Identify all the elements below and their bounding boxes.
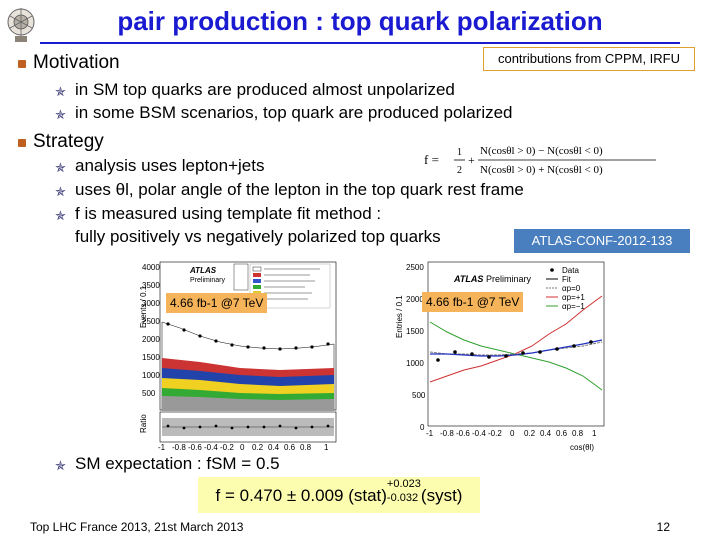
svg-text:-0.4: -0.4 bbox=[472, 429, 486, 438]
svg-text:αp=−1: αp=−1 bbox=[562, 302, 585, 311]
svg-text:0.4: 0.4 bbox=[268, 443, 280, 452]
left-preliminary-label: Preliminary bbox=[190, 277, 226, 284]
svg-text:-0.6: -0.6 bbox=[456, 429, 470, 438]
ytick: 4000 bbox=[142, 263, 160, 272]
ytick: 3000 bbox=[142, 299, 160, 308]
ytick: 1500 bbox=[142, 353, 160, 362]
slide-title: pair production : top quark polarization bbox=[117, 6, 603, 36]
right-yticks: 2500 2000 1500 1000 500 0 bbox=[406, 263, 426, 432]
left-atlas-label: ATLAS bbox=[189, 266, 217, 275]
svg-text:-1: -1 bbox=[426, 429, 434, 438]
right-data-points bbox=[436, 340, 593, 362]
motivation-bullet bbox=[18, 60, 26, 68]
strategy-item: fully positively vs negatively polarized… bbox=[75, 227, 441, 246]
result-sup: +0.023 bbox=[386, 478, 421, 490]
formula-plus: + bbox=[468, 153, 475, 167]
right-atlas-label: ATLAS bbox=[453, 274, 483, 284]
svg-text:500: 500 bbox=[412, 391, 426, 400]
right-legend: Data Fit αp=0 αp=+1 αp=−1 bbox=[546, 266, 585, 311]
formula-denominator: N(cosθl > 0) + N(cosθl < 0) bbox=[480, 164, 603, 176]
svg-text:2500: 2500 bbox=[406, 263, 424, 272]
right-alpha-zero-curve bbox=[429, 341, 603, 356]
left-plot-ylabel: Events / 0.1 bbox=[140, 285, 148, 328]
conf-note-badge: ATLAS-CONF-2012-133 bbox=[514, 229, 690, 253]
svg-text:0.8: 0.8 bbox=[300, 443, 312, 452]
svg-text:-0.2: -0.2 bbox=[488, 429, 502, 438]
svg-text:Fit: Fit bbox=[562, 275, 572, 284]
svg-text:αp=+1: αp=+1 bbox=[562, 293, 585, 302]
right-fit-curve bbox=[430, 339, 603, 357]
left-ratio-label: Ratio bbox=[140, 414, 148, 433]
strategy-heading: Strategy bbox=[33, 131, 104, 152]
ytick: 2000 bbox=[142, 335, 160, 344]
ytick: 1000 bbox=[142, 371, 160, 380]
left-xticks: -1 -0.8 -0.6 -0.4 -0.2 0 0.2 0.4 0.6 0.8… bbox=[158, 443, 329, 452]
left-ratio-points bbox=[166, 424, 330, 430]
svg-text:αp=0: αp=0 bbox=[562, 284, 581, 293]
svg-text:1: 1 bbox=[592, 429, 597, 438]
result-tail: (syst) bbox=[420, 486, 463, 505]
svg-text:1500: 1500 bbox=[406, 327, 424, 336]
right-plot-ylabel: Entries / 0.1 bbox=[395, 295, 404, 338]
star-bullet-icon: ✯ bbox=[55, 208, 66, 223]
svg-text:0.4: 0.4 bbox=[540, 429, 552, 438]
ytick: 500 bbox=[142, 389, 156, 398]
result-box: f = 0.470 ± 0.009 (stat) +0.023 -0.032 (sys… bbox=[198, 477, 480, 513]
svg-text:-0.8: -0.8 bbox=[172, 443, 186, 452]
right-xticks: -1 -0.8 -0.6 -0.4 -0.2 0 0.2 0.4 0.6 0.8… bbox=[426, 429, 597, 438]
title-underline bbox=[40, 42, 680, 44]
motivation-item: in SM top quarks are produced almost unp… bbox=[75, 80, 455, 99]
right-preliminary-label: Preliminary bbox=[486, 274, 532, 284]
result-sub: -0.032 bbox=[386, 492, 419, 504]
svg-text:-0.8: -0.8 bbox=[440, 429, 454, 438]
star-bullet-icon: ✯ bbox=[55, 107, 66, 122]
polarization-formula: f = 1 2 + N(cosθl > 0) − N(cosθl < 0) N(… bbox=[424, 145, 656, 176]
left-plot: Events / 0.1 4000 3500 3000 2500 2000 15… bbox=[140, 261, 337, 452]
left-lumi-badge: 4.66 fb-1 @7 TeV bbox=[166, 293, 268, 313]
svg-text:0.2: 0.2 bbox=[524, 429, 536, 438]
motivation-heading: Motivation bbox=[33, 52, 120, 73]
formula-numerator: N(cosθl > 0) − N(cosθl < 0) bbox=[480, 145, 603, 157]
contributions-box: contributions from CPPM, IRFU bbox=[483, 47, 695, 71]
svg-text:0.6: 0.6 bbox=[556, 429, 568, 438]
svg-text:Data: Data bbox=[562, 266, 579, 275]
left-data-points bbox=[166, 322, 330, 351]
formula-half-num: 1 bbox=[457, 147, 462, 158]
strategy-bullet bbox=[18, 139, 26, 147]
footer-text: Top LHC France 2013, 21st March 2013 bbox=[30, 520, 244, 534]
strategy-item: f is measured using template fit method … bbox=[75, 204, 382, 223]
strategy-item: uses θl, polar angle of the lepton in th… bbox=[75, 180, 524, 199]
svg-text:1000: 1000 bbox=[406, 359, 424, 368]
motivation-item: in some BSM scenarios, top quark are pro… bbox=[75, 103, 513, 122]
svg-text:2000: 2000 bbox=[406, 295, 424, 304]
svg-text:0.2: 0.2 bbox=[252, 443, 264, 452]
svg-text:-1: -1 bbox=[158, 443, 166, 452]
svg-text:0.8: 0.8 bbox=[572, 429, 584, 438]
svg-text:0.6: 0.6 bbox=[284, 443, 296, 452]
formula-half-den: 2 bbox=[457, 165, 462, 176]
svg-text:0: 0 bbox=[510, 429, 515, 438]
bg-gray bbox=[162, 396, 334, 410]
ytick: 3500 bbox=[142, 281, 160, 290]
svg-text:0: 0 bbox=[240, 443, 245, 452]
svg-text:-0.2: -0.2 bbox=[220, 443, 234, 452]
right-lumi-badge: 4.66 fb-1 @7 TeV bbox=[422, 292, 524, 312]
star-bullet-icon: ✯ bbox=[55, 160, 66, 175]
svg-text:-0.4: -0.4 bbox=[204, 443, 218, 452]
svg-text:1: 1 bbox=[324, 443, 329, 452]
star-bullet-icon: ✯ bbox=[55, 84, 66, 99]
star-bullet-icon: ✯ bbox=[55, 458, 66, 473]
star-bullet-icon: ✯ bbox=[55, 184, 66, 199]
ytick: 2500 bbox=[142, 317, 160, 326]
right-plot-xlabel: cos(θl) bbox=[570, 443, 594, 452]
right-plot: Entries / 0.1 2500 2000 1500 1000 500 0 … bbox=[395, 261, 605, 452]
result-text: f = 0.470 ± 0.009 (stat) bbox=[215, 486, 387, 505]
sm-expectation: SM expectation : fSM = 0.5 bbox=[75, 454, 280, 473]
strategy-item: analysis uses lepton+jets bbox=[75, 156, 265, 175]
svg-text:-0.6: -0.6 bbox=[188, 443, 202, 452]
page-number: 12 bbox=[656, 520, 670, 534]
atlas-logo bbox=[7, 8, 35, 42]
svg-text:0: 0 bbox=[420, 423, 425, 432]
formula-lhs: f = bbox=[424, 152, 439, 167]
